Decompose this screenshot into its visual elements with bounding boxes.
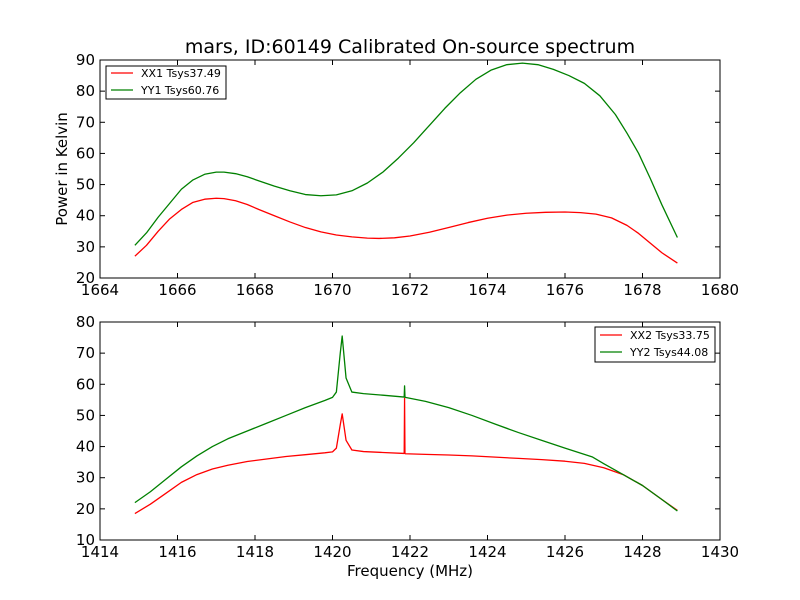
bottom-x-tick-label: 1426 xyxy=(546,543,584,561)
top-ticks-layer: 1664 1666 1668 1670 1672 1674 1676 1678 1680 20 30… xyxy=(76,51,739,299)
bottom-x-tick-label: 1414 xyxy=(81,543,119,561)
top-y-tick-label: 70 xyxy=(76,113,95,131)
top-series-layer xyxy=(134,62,678,264)
bottom-y-tick-label: 20 xyxy=(76,500,95,518)
top-y-tick-label: 80 xyxy=(76,82,95,100)
top-x-tick-label: 1676 xyxy=(546,281,584,299)
bottom-legend-label-yy2: YY2 Tsys44.08 xyxy=(629,346,708,359)
top-x-tick-label: 1668 xyxy=(236,281,274,299)
top-y-tick-label: 20 xyxy=(76,269,95,287)
bottom-legend: XX2 Tsys33.75 YY2 Tsys44.08 xyxy=(594,326,716,363)
top-x-tick-label: 1664 xyxy=(81,281,119,299)
bottom-ticks-layer: 1414 1416 1418 1420 1422 1424 1426 1428 1430 10 20… xyxy=(76,313,739,561)
top-y-tick-label: 40 xyxy=(76,207,95,225)
bottom-x-tick-label: 1416 xyxy=(158,543,196,561)
top-series-line-1 xyxy=(134,62,678,246)
top-x-tick-label: 1674 xyxy=(468,281,506,299)
bottom-legend-label-xx2: XX2 Tsys33.75 xyxy=(630,329,710,342)
bottom-subplot: 1414 1416 1418 1420 1422 1424 1426 1428 1430 10 20… xyxy=(76,313,739,580)
top-x-tick-label: 1670 xyxy=(313,281,351,299)
top-y-tick-label: 90 xyxy=(76,51,95,69)
top-legend-label-yy1: YY1 Tsys60.76 xyxy=(140,84,219,97)
top-y-tick-label: 30 xyxy=(76,238,95,256)
top-x-tick-label: 1666 xyxy=(158,281,196,299)
bottom-x-tick-label: 1418 xyxy=(236,543,274,561)
top-legend-box xyxy=(105,65,227,100)
bottom-y-tick-label: 30 xyxy=(76,469,95,487)
bottom-y-tick-label: 10 xyxy=(76,531,95,549)
bottom-series-line-1 xyxy=(134,335,678,512)
top-legend: XX1 Tsys37.49 YY1 Tsys60.76 xyxy=(105,65,227,100)
bottom-y-tick-label: 70 xyxy=(76,344,95,362)
bottom-x-tick-label: 1424 xyxy=(468,543,506,561)
bottom-x-tick-label: 1428 xyxy=(623,543,661,561)
bottom-y-tick-label: 60 xyxy=(76,375,95,393)
top-y-tick-label: 50 xyxy=(76,176,95,194)
top-subplot: 1664 1666 1668 1670 1672 1674 1676 1678 1680 20 30… xyxy=(53,51,739,299)
top-x-tick-label: 1678 xyxy=(623,281,661,299)
bottom-x-axis-label: Frequency (MHz) xyxy=(347,562,473,580)
bottom-x-tick-label: 1430 xyxy=(701,543,739,561)
bottom-series-line-0 xyxy=(134,397,678,515)
chart-title: mars, ID:60149 Calibrated On-source spec… xyxy=(185,36,635,58)
bottom-x-tick-label: 1420 xyxy=(313,543,351,561)
bottom-y-tick-label: 80 xyxy=(76,313,95,331)
bottom-x-tick-label: 1422 xyxy=(391,543,429,561)
bottom-series-layer xyxy=(134,335,678,515)
bottom-y-tick-label: 50 xyxy=(76,406,95,424)
top-x-tick-label: 1672 xyxy=(391,281,429,299)
top-y-tick-label: 60 xyxy=(76,144,95,162)
bottom-legend-box xyxy=(594,326,716,363)
top-y-axis-label: Power in Kelvin xyxy=(53,112,71,226)
top-x-tick-label: 1680 xyxy=(701,281,739,299)
bottom-y-tick-label: 40 xyxy=(76,438,95,456)
top-series-line-0 xyxy=(134,197,678,264)
top-legend-label-xx1: XX1 Tsys37.49 xyxy=(141,67,221,80)
